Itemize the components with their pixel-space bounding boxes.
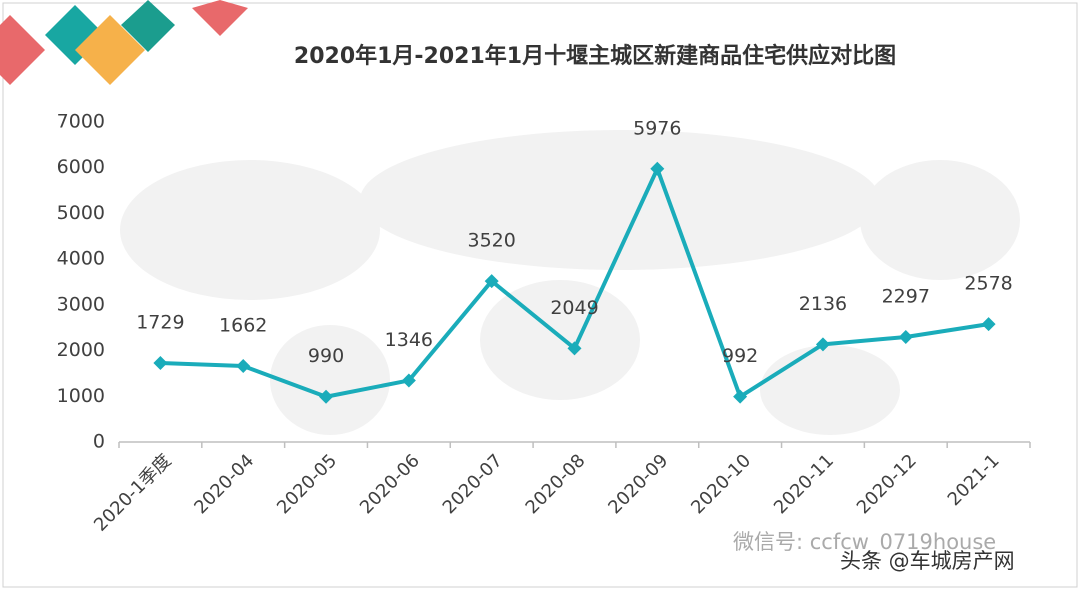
data-label: 2578 [964,273,1012,295]
data-label: 2136 [799,293,847,315]
marker [650,161,665,176]
data-label: 5976 [633,117,681,139]
y-tick-label: 1000 [57,385,105,407]
marker [815,337,830,352]
watermark: 头条 @车城房产网 [840,549,1015,573]
marker [733,389,748,404]
watermark: 微信号: ccfcw_0719house [733,530,996,555]
marker [981,317,996,332]
marker [484,274,499,289]
data-label: 990 [308,345,344,367]
data-label: 2297 [882,285,930,307]
marker [153,355,168,370]
world-map-background [120,130,1020,435]
marker [401,373,416,388]
data-label: 1662 [219,315,267,337]
marker [319,389,334,404]
y-tick-label: 7000 [57,111,105,133]
marker [567,341,582,356]
y-tick-label: 0 [93,431,105,453]
data-label: 2049 [550,297,598,319]
data-label: 1346 [385,329,433,351]
data-label: 992 [722,345,758,367]
decoration [0,0,248,85]
y-tick-label: 3000 [57,293,105,315]
marker [898,329,913,344]
chart-title: 2020年1月-2021年1月十堰主城区新建商品住宅供应对比图 [294,43,896,69]
y-tick-label: 4000 [57,248,105,270]
y-tick-label: 6000 [57,156,105,178]
y-tick-label: 5000 [57,202,105,224]
y-tick-label: 2000 [57,339,105,361]
marker [236,359,251,374]
data-label: 3520 [468,230,516,252]
data-label: 1729 [136,311,184,333]
